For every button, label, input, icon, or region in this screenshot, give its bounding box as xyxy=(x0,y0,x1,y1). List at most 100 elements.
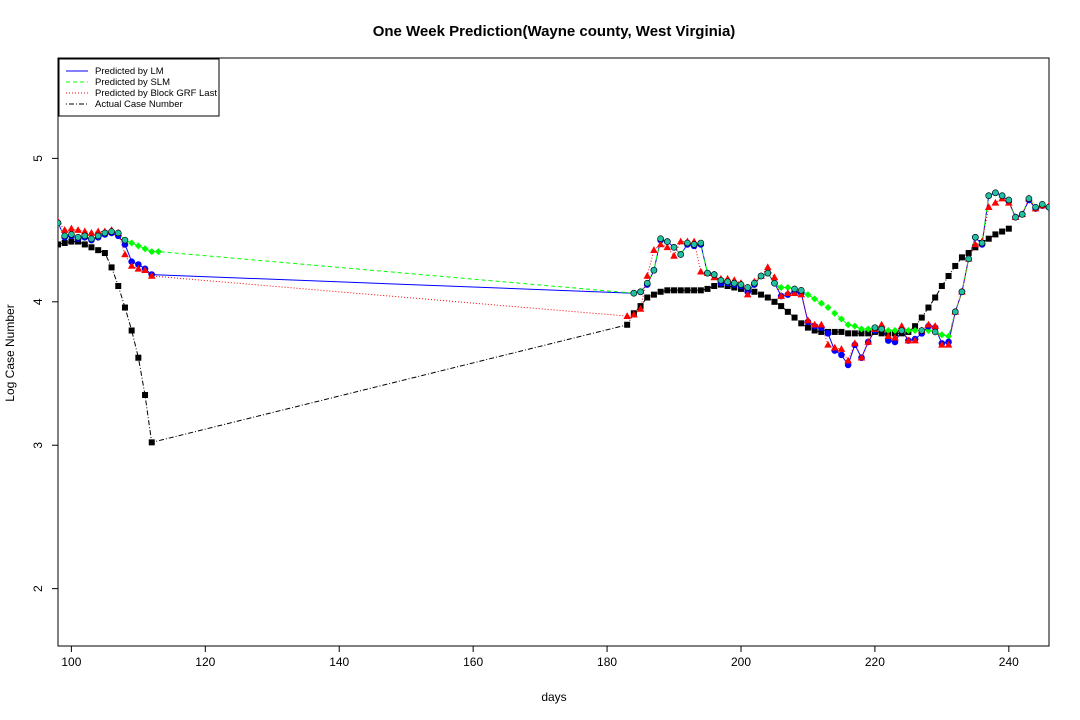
grf-point xyxy=(971,240,980,248)
slm-point xyxy=(858,325,866,333)
grf-point xyxy=(94,227,102,235)
grf-point xyxy=(817,320,826,328)
lm-point xyxy=(135,261,142,268)
x-tick-label: 200 xyxy=(731,655,751,669)
actual-point xyxy=(778,303,785,310)
slm-overlap-point xyxy=(1005,196,1013,204)
slm-overlap-point xyxy=(704,269,711,277)
actual-point xyxy=(81,241,88,248)
slm-overlap-point xyxy=(664,238,671,245)
actual-point xyxy=(61,240,68,247)
slm-point xyxy=(128,239,136,247)
actual-point xyxy=(858,330,865,337)
actual-point xyxy=(798,320,805,327)
grf-point xyxy=(74,226,82,233)
slm-overlap-point xyxy=(1032,203,1039,211)
slm-point xyxy=(884,326,892,334)
slm-overlap-point xyxy=(670,244,678,251)
grf-point xyxy=(891,333,899,341)
actual-point xyxy=(851,330,858,337)
slm-overlap-point xyxy=(972,233,979,241)
slm-overlap-point xyxy=(791,285,798,293)
actual-point xyxy=(1005,225,1012,232)
grf-point xyxy=(636,304,645,312)
actual-point xyxy=(650,291,657,298)
x-tick-label: 120 xyxy=(195,655,215,669)
y-axis-label: Log Case Number xyxy=(3,304,17,401)
grf-point xyxy=(670,251,678,259)
slm-point xyxy=(938,331,946,339)
slm-overlap-point xyxy=(68,231,75,238)
grf-point xyxy=(697,267,705,275)
grf-point xyxy=(897,322,906,329)
slm-overlap-point xyxy=(1045,203,1049,211)
slm-overlap-point xyxy=(697,239,705,247)
y-axis: 2 3 4 5 xyxy=(31,155,58,592)
slm-overlap-point xyxy=(737,281,745,288)
grf-point xyxy=(810,320,819,328)
grf-point xyxy=(857,353,866,361)
actual-point xyxy=(999,228,1006,235)
grf-point xyxy=(630,310,638,318)
grf-point xyxy=(790,289,799,296)
slm-point xyxy=(824,304,832,312)
chart-title: One Week Prediction(Wayne county, West V… xyxy=(373,23,736,40)
actual-point xyxy=(771,298,778,305)
x-tick-label: 100 xyxy=(61,655,81,669)
actual-point xyxy=(985,235,992,242)
slm-overlap-point xyxy=(918,327,926,334)
y-tick-label: 2 xyxy=(31,585,45,592)
slm-overlap-point xyxy=(630,289,638,297)
slm-overlap-point xyxy=(74,233,82,241)
slm-overlap-point xyxy=(58,219,62,227)
grf-point xyxy=(60,226,69,233)
actual-point xyxy=(101,250,108,257)
slm-overlap-point xyxy=(730,279,738,287)
actual-point xyxy=(945,272,952,279)
slm-overlap-point xyxy=(710,271,718,278)
grf-point xyxy=(743,290,752,298)
grf-point xyxy=(991,198,1000,206)
slm-overlap-point xyxy=(764,269,772,277)
legend-label-slm: Predicted by SLM xyxy=(95,77,170,88)
actual-point xyxy=(952,262,959,269)
grf-point xyxy=(844,356,852,364)
slm-point xyxy=(148,248,156,256)
y-tick-label: 3 xyxy=(31,442,45,449)
actual-point xyxy=(818,328,825,335)
grf-point xyxy=(984,203,993,210)
slm-point xyxy=(784,283,792,291)
grf-point xyxy=(643,271,652,279)
grf-point xyxy=(877,320,886,328)
legend-label-actual: Actual Case Number xyxy=(95,99,183,110)
slm-point xyxy=(904,326,912,334)
actual-point xyxy=(932,294,939,301)
actual-point xyxy=(878,330,885,337)
actual-point xyxy=(121,304,128,311)
x-tick-label: 160 xyxy=(463,655,483,669)
lm-point xyxy=(128,258,135,265)
grf-point xyxy=(924,320,933,328)
actual-point xyxy=(88,244,95,251)
slm-overlap-point xyxy=(114,229,122,237)
slm-overlap-point xyxy=(1039,200,1046,208)
slm-overlap-point xyxy=(978,239,986,247)
slm-overlap-point xyxy=(108,228,115,235)
grf-point xyxy=(904,336,913,344)
actual-point xyxy=(677,287,684,294)
slm-point xyxy=(891,326,899,334)
slm-overlap-point xyxy=(744,284,751,291)
actual-point xyxy=(784,308,791,315)
actual-point xyxy=(684,287,691,294)
actual-point xyxy=(918,314,925,321)
actual-point xyxy=(938,283,945,290)
actual-point xyxy=(811,327,818,334)
actual-point xyxy=(58,241,61,248)
grf-point xyxy=(121,250,129,258)
grf-point xyxy=(830,343,839,351)
x-axis-label: days xyxy=(541,690,566,704)
grf-point xyxy=(127,261,136,269)
lm-point xyxy=(838,351,845,359)
actual-point xyxy=(965,250,972,257)
actual-point xyxy=(992,231,999,238)
